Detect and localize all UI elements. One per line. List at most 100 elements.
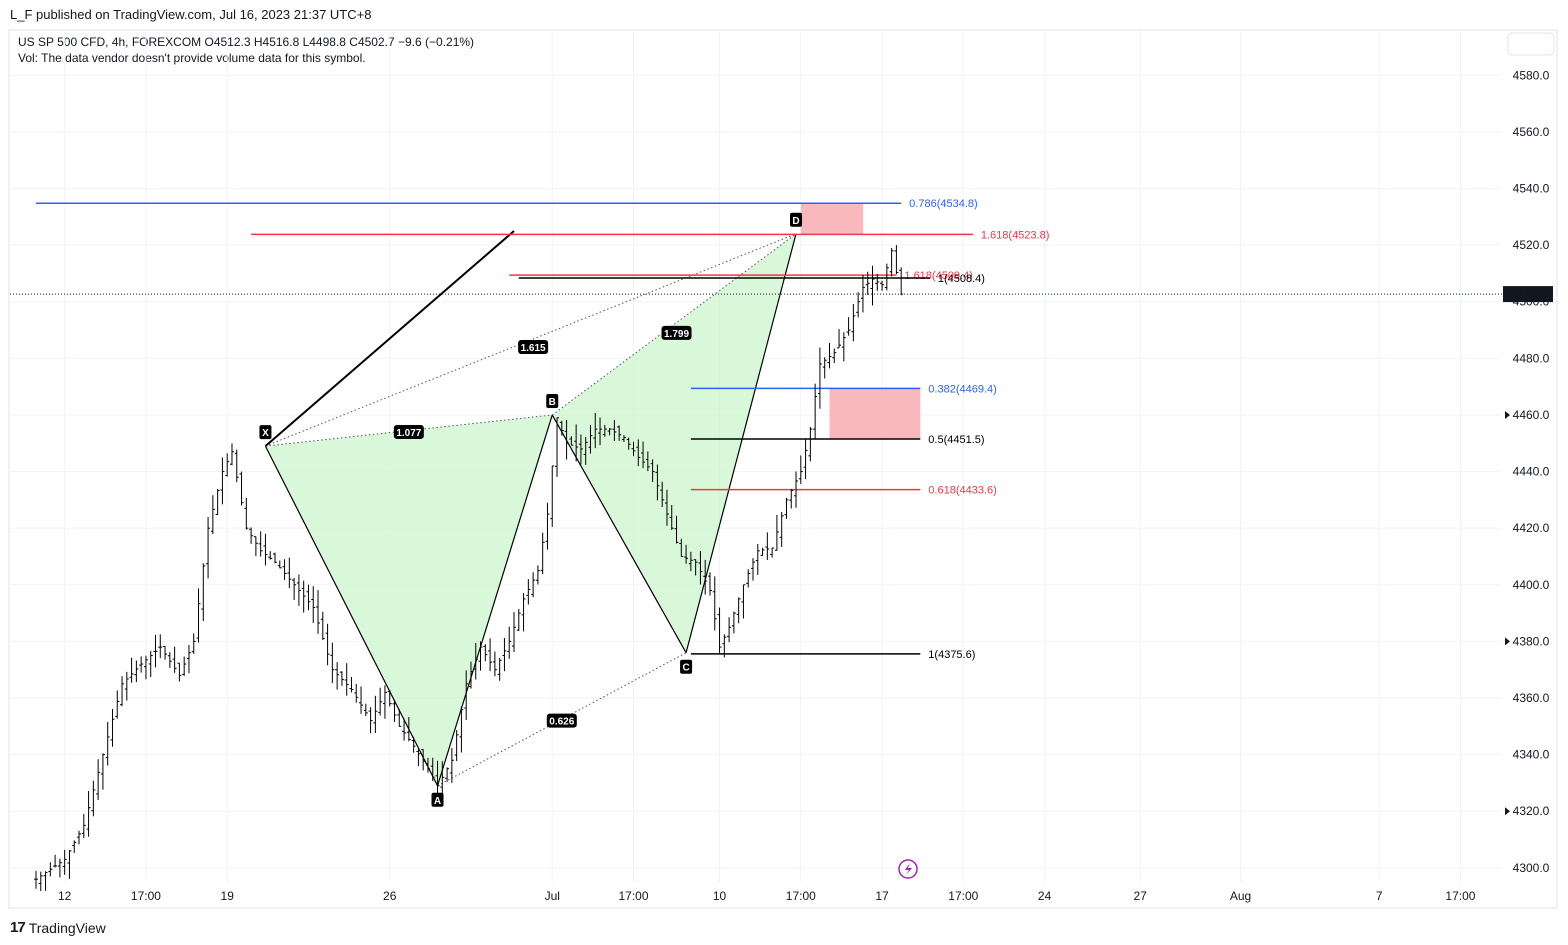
candle	[368, 707, 373, 734]
candle	[397, 709, 402, 727]
x-tick-label: 17:00	[131, 889, 161, 903]
candle	[512, 612, 516, 652]
candle	[72, 840, 77, 854]
candle	[488, 638, 493, 672]
ratio-tag: 0.626	[549, 717, 574, 728]
harmonic-pattern[interactable]	[264, 230, 797, 787]
candle	[425, 757, 430, 773]
candle	[755, 544, 760, 575]
candle	[430, 757, 435, 782]
candle	[182, 656, 187, 676]
x-tick-label: 12	[58, 889, 72, 903]
candle	[402, 718, 407, 741]
candle	[574, 424, 579, 462]
candle	[148, 650, 153, 677]
x-tick-label: 17:00	[786, 889, 816, 903]
candle	[822, 357, 827, 379]
y-tick-label: 4360.0	[1513, 691, 1550, 705]
candle	[746, 569, 751, 588]
x-tick-label: 7	[1376, 889, 1383, 903]
x-tick-label: 17:00	[618, 889, 648, 903]
candle	[621, 435, 626, 443]
ratio-tag-bg	[393, 424, 424, 439]
candle	[163, 645, 168, 660]
candle	[841, 332, 846, 362]
chart-settings-button	[1507, 32, 1555, 56]
candle	[234, 449, 239, 483]
candle	[679, 538, 684, 557]
overlay: X A B C D 1.077 1.615 1.799 0.626	[259, 212, 803, 807]
tradingview-logo-icon: 17	[10, 919, 26, 936]
axis-marker-icon	[1505, 807, 1510, 816]
candle	[421, 749, 426, 771]
fib-level-label: 1(4508.4)	[938, 273, 985, 285]
candle	[583, 437, 588, 465]
candle	[851, 303, 856, 342]
candle	[607, 428, 612, 436]
ratio-tag-bg	[661, 325, 692, 340]
symbol-legend: US SP 500 CFD, 4h, FOREXCOM O4512.3 H451…	[18, 34, 474, 66]
candle	[373, 695, 378, 734]
candle	[339, 671, 344, 686]
candle	[483, 644, 488, 662]
candle	[688, 551, 693, 572]
y-tick-label: 4580.0	[1513, 68, 1550, 82]
candle	[684, 544, 689, 564]
candle	[273, 552, 277, 564]
candle	[445, 767, 450, 782]
candle	[153, 634, 158, 668]
candle	[569, 436, 574, 446]
candle	[215, 489, 220, 516]
candle	[449, 747, 454, 783]
candle	[62, 849, 67, 875]
tradingview-watermark: 17 TradingView	[10, 919, 106, 936]
candle	[459, 706, 464, 753]
candle	[784, 497, 789, 519]
candle	[564, 419, 569, 460]
candle	[392, 699, 397, 722]
candle	[497, 657, 502, 681]
candle	[263, 533, 268, 566]
x-tick-label: 10	[713, 889, 727, 903]
fib-level-label: 1.618(4523.8)	[981, 229, 1050, 241]
candle	[550, 465, 555, 527]
last-price-badge	[1503, 286, 1553, 303]
candle	[774, 514, 779, 551]
candle	[129, 657, 134, 683]
candle	[641, 441, 646, 469]
x-tick-label: 27	[1134, 889, 1148, 903]
candle	[349, 676, 354, 693]
candle	[38, 871, 43, 892]
pattern-triangle-bcd	[552, 233, 797, 653]
candle	[143, 655, 148, 680]
candle	[478, 641, 483, 671]
candle	[669, 505, 674, 530]
candle	[870, 265, 875, 306]
point-tag-X: X	[262, 428, 269, 439]
candle	[578, 434, 583, 465]
y-tick-label: 4340.0	[1513, 748, 1550, 762]
candle	[387, 690, 392, 707]
candle	[837, 329, 842, 349]
symbol-line[interactable]: US SP 500 CFD, 4h, FOREXCOM O4512.3 H451…	[18, 35, 475, 49]
x-axis[interactable]: 12 17:00 19 26 Jul 17:00 10 17:00 17 17:00 24 27 Aug…	[58, 889, 1476, 903]
candle	[779, 512, 784, 547]
volume-note: Vol: The data vendor doesn't provide vol…	[18, 51, 366, 65]
candle	[856, 292, 861, 318]
candle	[57, 858, 62, 878]
fib-level-label: 0.382(4469.4)	[928, 383, 997, 395]
candle	[884, 263, 889, 291]
candle	[464, 670, 469, 721]
y-tick-label: 4460.0	[1513, 408, 1550, 422]
x-tick-label: 17:00	[948, 889, 978, 903]
candle	[210, 495, 215, 535]
candle	[201, 563, 206, 622]
candle	[736, 597, 741, 624]
candle	[698, 551, 703, 585]
y-axis[interactable]: 4300.0 4320.0 4340.0 4360.0 4380.0 4400.0 4420…	[1513, 68, 1550, 875]
candle	[865, 271, 870, 295]
candle	[889, 247, 894, 277]
fib-levels[interactable]: 0.786(4534.8)1.618(4523.8)1.618(4509.4)1…	[36, 198, 1049, 661]
candle	[110, 709, 115, 747]
